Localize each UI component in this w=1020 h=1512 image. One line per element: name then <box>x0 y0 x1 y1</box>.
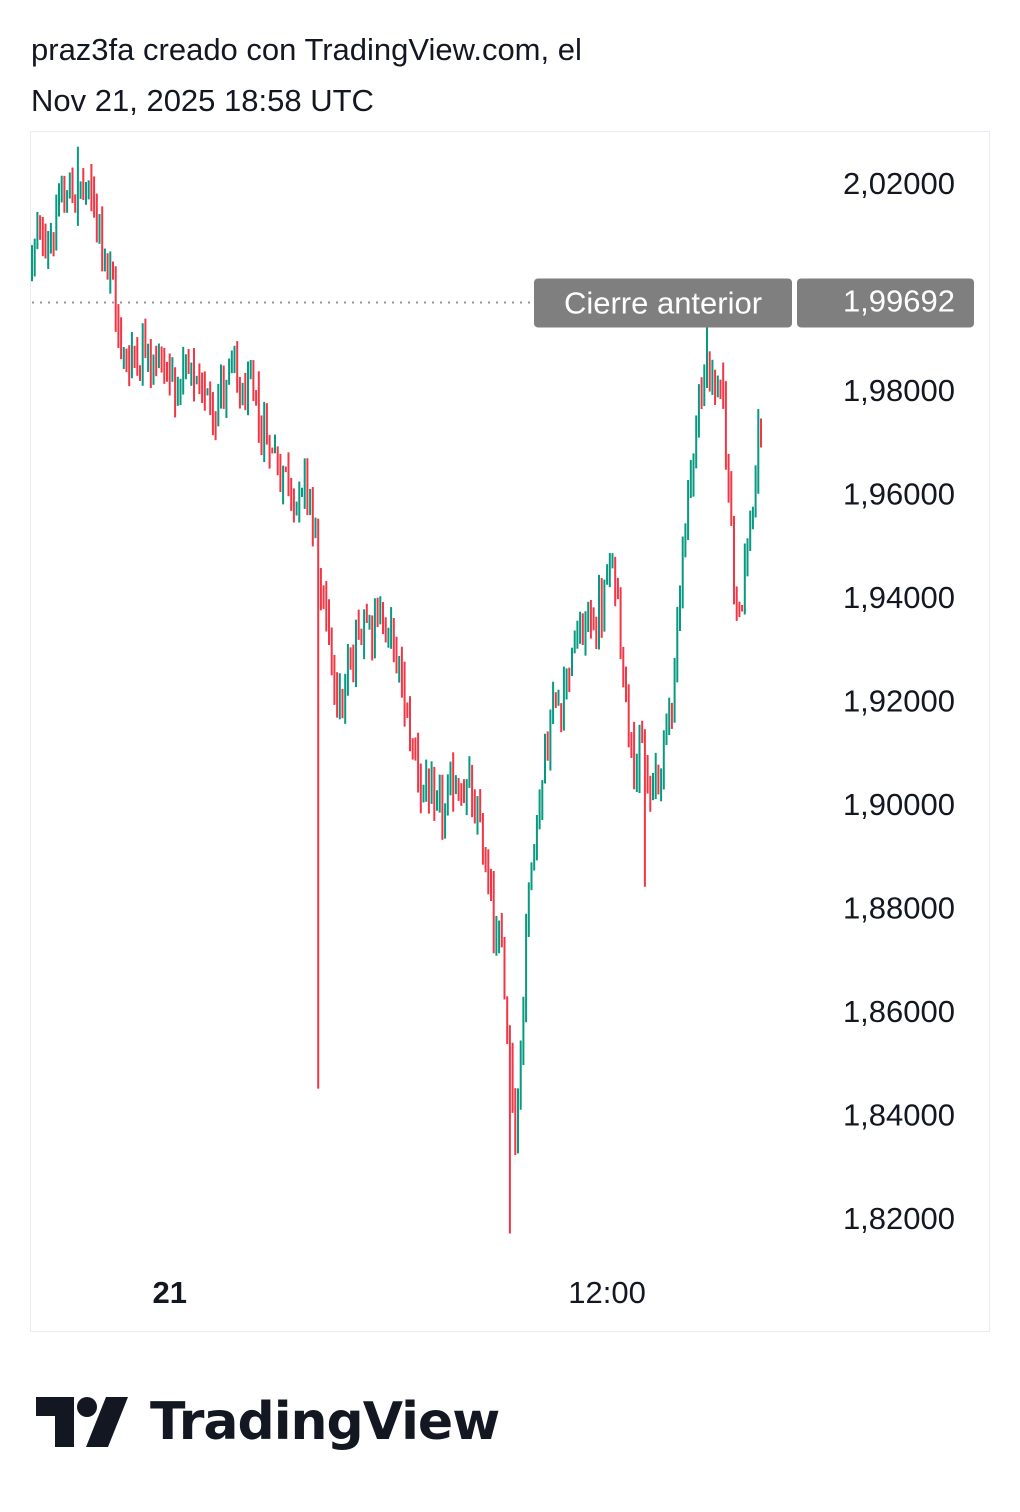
header-credit: praz3fa creado con TradingView.com, el <box>31 32 582 67</box>
x-tick-label: 21 <box>152 1275 186 1310</box>
tradingview-logo-icon <box>36 1397 128 1447</box>
previous-close-label-bg <box>534 278 792 328</box>
x-tick-label: 12:00 <box>568 1275 646 1310</box>
y-tick-label: 2,02000 <box>843 166 955 201</box>
header-timestamp: Nov 21, 2025 18:58 UTC <box>31 83 374 118</box>
y-tick-label: 1,92000 <box>843 684 955 719</box>
previous-close-label-text: Cierre anterior <box>564 285 762 320</box>
y-tick-label: 1,82000 <box>843 1201 955 1236</box>
previous-close-value-bg <box>797 278 974 328</box>
previous-close-value: 1,99692 <box>797 278 974 328</box>
tradingview-logo: TradingView <box>36 1392 500 1452</box>
y-tick-label: 1,90000 <box>843 787 955 822</box>
time-axis: 21 12:00 <box>152 1275 645 1310</box>
y-tick-label: 1,88000 <box>843 891 955 926</box>
tradingview-wordmark: TradingView <box>150 1392 500 1452</box>
y-tick-label: 1,98000 <box>843 373 955 408</box>
chart-frame <box>30 131 990 1332</box>
previous-close-label: Cierre anterior <box>534 278 792 328</box>
chart-header: praz3fa creado con TradingView.com, el N… <box>31 24 981 126</box>
y-tick-label: 1,96000 <box>843 477 955 512</box>
y-tick-label: 1,94000 <box>843 580 955 615</box>
ohlc-bars <box>31 146 762 1234</box>
price-axis: 2,02000 1,98000 1,96000 1,94000 1,92000 1,900… <box>843 166 955 1236</box>
previous-close-value-text: 1,99692 <box>843 283 955 318</box>
y-tick-label: 1,86000 <box>843 994 955 1029</box>
price-chart[interactable]: 2,02000 1,98000 1,96000 1,94000 1,92000 1,900… <box>30 131 990 1332</box>
y-tick-label: 1,84000 <box>843 1098 955 1133</box>
